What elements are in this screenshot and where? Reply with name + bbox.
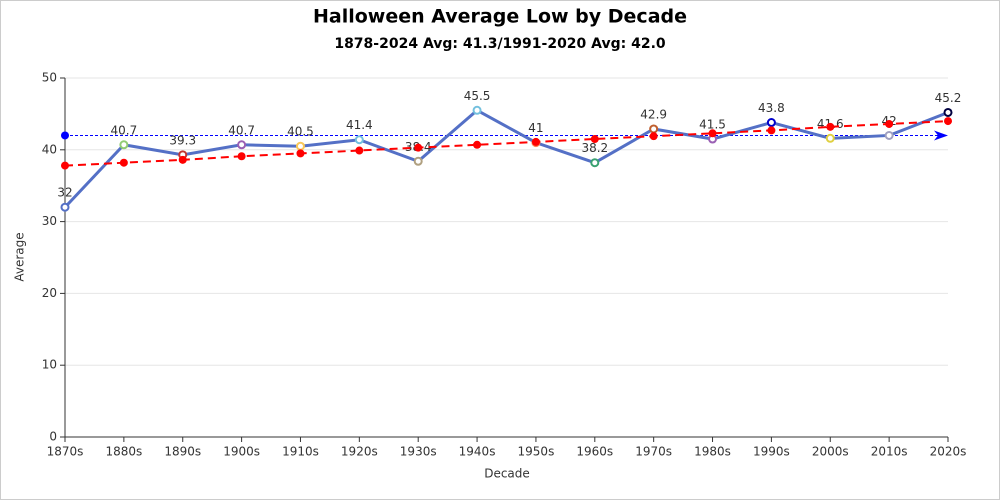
data-label: 39.3 [169, 133, 196, 147]
data-point [60, 202, 70, 212]
trend-point [237, 152, 246, 161]
x-tick-label: 1950s [518, 445, 555, 459]
x-tick-label: 1870s [47, 445, 84, 459]
data-point [472, 105, 482, 115]
data-point [943, 107, 953, 117]
data-point [119, 140, 129, 150]
data-label: 43.8 [758, 101, 785, 115]
data-label: 40.7 [228, 123, 255, 137]
x-tick-label: 2000s [812, 445, 849, 459]
data-point [825, 133, 835, 143]
data-label: 38.2 [581, 141, 608, 155]
data-point [649, 124, 659, 134]
data-label: 40.7 [111, 123, 138, 137]
data-label: 41.4 [346, 118, 373, 132]
x-tick-label: 1890s [164, 445, 201, 459]
reference-start [61, 131, 69, 140]
x-tick-label: 1960s [576, 445, 613, 459]
y-tick-label: 20 [42, 286, 57, 300]
y-tick-label: 0 [49, 430, 57, 444]
x-tick-label: 1970s [635, 445, 672, 459]
trend-point [590, 135, 599, 144]
x-tick-label: 1980s [694, 445, 731, 459]
trend-point [885, 119, 894, 128]
x-tick-label: 2010s [871, 445, 908, 459]
y-tick-label: 10 [42, 358, 57, 372]
data-label: 40.5 [287, 125, 314, 139]
y-tick-label: 40 [42, 142, 57, 156]
data-point [766, 118, 776, 128]
x-tick-label: 2020s [930, 445, 967, 459]
trend-point [119, 158, 128, 167]
trend-point [826, 122, 835, 131]
trend-point [296, 149, 305, 158]
trend-point [649, 132, 658, 141]
data-point [295, 141, 305, 151]
x-tick-label: 1940s [459, 445, 496, 459]
trend-point [473, 140, 482, 149]
series-line [63, 108, 949, 209]
x-tick-label: 1900s [223, 445, 260, 459]
data-point [237, 140, 247, 150]
trend-point [767, 126, 776, 135]
y-tick-label: 50 [42, 71, 57, 85]
x-tick-label: 1930s [400, 445, 437, 459]
data-point [590, 158, 600, 168]
data-point [354, 135, 364, 145]
chart-title: Halloween Average Low by Decade [313, 6, 687, 28]
data-point [884, 130, 894, 140]
chart-subtitle: 1878-2024 Avg: 41.3/1991-2020 Avg: 42.0 [334, 36, 666, 52]
data-label: 42.9 [640, 107, 667, 121]
series-line [64, 120, 949, 167]
reference-arrow [934, 130, 948, 141]
trend-point [355, 146, 364, 155]
y-axis-label: Average [13, 232, 27, 281]
data-label: 32 [57, 186, 72, 200]
x-tick-label: 1920s [341, 445, 378, 459]
y-tick-label: 30 [42, 214, 57, 228]
x-tick-label: 1990s [753, 445, 790, 459]
trend-point [708, 129, 717, 138]
data-label: 41 [528, 121, 543, 135]
x-axis-label: Decade [484, 467, 530, 481]
x-tick-label: 1910s [282, 445, 319, 459]
data-label: 45.5 [464, 89, 491, 103]
data-point [413, 156, 423, 166]
trend-point [944, 117, 952, 126]
trend-point [414, 143, 423, 152]
trend-point [61, 161, 69, 170]
data-label: 45.2 [935, 91, 962, 105]
x-tick-label: 1880s [105, 445, 142, 459]
data-label: 41.5 [699, 118, 726, 132]
trend-point [531, 137, 540, 146]
trend-point [178, 155, 187, 164]
